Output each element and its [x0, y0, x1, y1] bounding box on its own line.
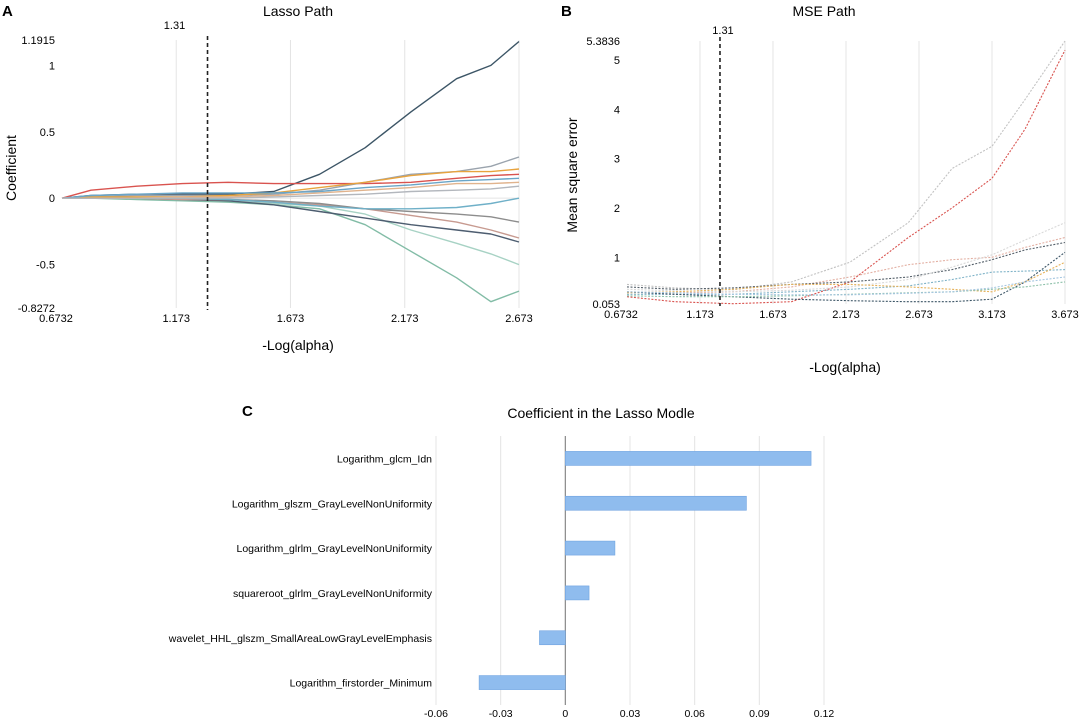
lasso-path-y-label: Coefficient — [3, 135, 19, 201]
y-tick-label: 1 — [49, 60, 55, 72]
series-line-6 — [62, 197, 520, 303]
series-line-13 — [62, 185, 520, 199]
mse-path-x-ticks: 0.6732 1.173 1.673 2.173 2.673 3.173 3.673 — [604, 309, 1079, 321]
x-tick-label: 0.12 — [814, 708, 835, 719]
panel-a-letter: A — [2, 3, 13, 20]
category-label: Logarithm_firstorder_Minimum — [290, 678, 433, 690]
x-tick-label: 2.673 — [505, 313, 533, 325]
series-line-4 — [61, 168, 520, 199]
coefficient-chart-category-labels: Logarithm_glcm_Idn Logarithm_glszm_GrayLe… — [168, 453, 433, 689]
y-tick-label: 4 — [614, 104, 620, 116]
series-line-4 — [626, 241, 1066, 290]
y-tick-label: -0.5 — [36, 260, 55, 272]
bar-6 — [478, 675, 566, 690]
panel-b: B MSE Path 1.31 5.3836 5 4 3 2 1 0.053 0.6732 1… — [561, 3, 1079, 375]
bar-3 — [565, 540, 616, 556]
category-label: wavelet_HHL_glszm_SmallAreaLowGrayLevelE… — [168, 633, 432, 645]
x-tick-label: 3.673 — [1051, 309, 1079, 321]
x-tick-label: 1.173 — [162, 313, 190, 325]
y-tick-label: 5.3836 — [586, 36, 620, 48]
lasso-path-gridlines — [62, 40, 520, 308]
x-tick-label: -0.06 — [424, 708, 448, 719]
lasso-path-y-ticks: 1.1915 1 0.5 0 -0.5 -0.8272 — [18, 35, 55, 315]
lasso-path-x-ticks: 0.6732 1.173 1.673 2.173 2.673 — [39, 313, 533, 325]
mse-path-title: MSE Path — [792, 3, 855, 19]
x-tick-label: 3.173 — [978, 309, 1006, 321]
x-tick-label: 0.09 — [749, 708, 770, 719]
panel-c-letter: C — [242, 403, 253, 420]
lasso-path-alpha-marker-label: 1.31 — [164, 20, 185, 32]
series-line-2 — [61, 173, 520, 199]
series-line-1 — [626, 40, 1066, 291]
bar-5 — [539, 630, 566, 646]
series-line-7 — [626, 261, 1066, 294]
panel-c: C Coefficient in the Lasso Modle Logarit… — [168, 403, 835, 719]
x-tick-label: 0.06 — [684, 708, 705, 719]
mse-path-alpha-marker-label: 1.31 — [712, 25, 733, 37]
x-tick-label: 0.6732 — [39, 313, 73, 325]
series-line-8 — [626, 251, 1066, 303]
x-tick-label: 0.6732 — [604, 309, 638, 321]
series-line-3 — [626, 236, 1066, 294]
y-tick-label: 1.1915 — [21, 35, 55, 47]
coefficient-chart-title: Coefficient in the Lasso Modle — [507, 405, 695, 421]
x-tick-label: 0.03 — [620, 708, 641, 719]
x-tick-label: 1.673 — [759, 309, 787, 321]
x-tick-label: -0.03 — [489, 708, 513, 719]
bar-1 — [565, 451, 812, 466]
mse-path-y-label: Mean square error — [564, 117, 580, 233]
category-label: Logarithm_glcm_Idn — [337, 453, 432, 465]
lasso-path-title: Lasso Path — [263, 3, 333, 19]
coefficient-chart-gridlines — [435, 436, 825, 705]
series-line-10 — [626, 276, 1066, 296]
y-tick-label: -0.8272 — [18, 303, 55, 315]
y-tick-label: 5 — [614, 55, 620, 67]
bar-2 — [565, 495, 747, 511]
mse-path-gridlines — [699, 41, 1066, 304]
category-label: squareroot_glrlm_GrayLevelNonUniformity — [233, 588, 433, 600]
x-tick-label: 1.673 — [277, 313, 305, 325]
x-tick-label: 2.673 — [905, 309, 933, 321]
series-line-2 — [626, 49, 1066, 305]
y-tick-label: 1 — [614, 252, 620, 264]
mse-path-series — [626, 40, 1066, 305]
y-tick-label: 0.053 — [592, 299, 620, 311]
coefficient-chart-x-ticks: -0.06 -0.03 0 0.03 0.06 0.09 0.12 — [424, 708, 834, 719]
coefficient-chart-bars — [478, 451, 812, 690]
lasso-path-x-label: -Log(alpha) — [262, 337, 334, 353]
y-tick-label: 0.5 — [40, 127, 55, 139]
x-tick-label: 2.173 — [391, 313, 419, 325]
series-line-5 — [626, 222, 1066, 293]
mse-path-x-label: -Log(alpha) — [809, 359, 881, 375]
series-line-6 — [627, 269, 1066, 295]
bar-4 — [565, 585, 590, 601]
x-tick-label: 2.173 — [832, 309, 860, 321]
x-tick-label: 1.173 — [686, 309, 714, 321]
x-tick-label: 0 — [562, 708, 568, 719]
y-tick-label: 0 — [49, 193, 55, 205]
y-tick-label: 2 — [614, 203, 620, 215]
y-tick-label: 3 — [614, 154, 620, 166]
category-label: Logarithm_glszm_GrayLevelNonUniformity — [232, 498, 433, 510]
series-line-5 — [61, 177, 520, 199]
panel-b-letter: B — [561, 3, 572, 20]
panel-a: A Lasso Path 1.31 1.1915 1 0.5 0 -0.5 -0.8272… — [2, 3, 533, 353]
category-label: Logarithm_glrlm_GrayLevelNonUniformity — [237, 543, 433, 555]
lasso-path-series — [61, 40, 520, 303]
mse-path-y-ticks: 5.3836 5 4 3 2 1 0.053 — [586, 36, 620, 311]
